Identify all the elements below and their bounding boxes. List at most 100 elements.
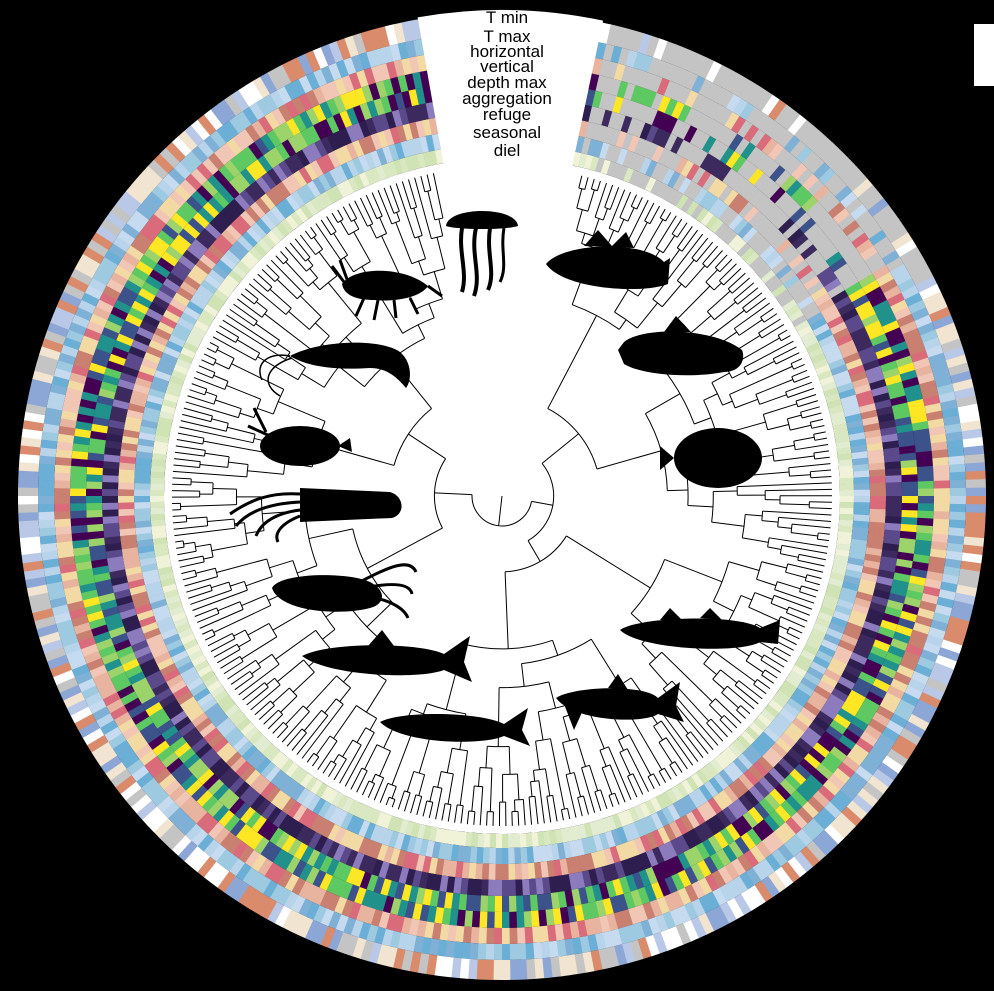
sculpin-icon <box>618 316 744 376</box>
heatmap-cell <box>644 799 657 816</box>
heatmap-cell <box>287 838 302 857</box>
tree-branch <box>785 571 807 579</box>
heatmap-cell <box>879 698 898 714</box>
tree-branch <box>767 546 782 550</box>
tree-branch <box>736 709 746 719</box>
tree-branch <box>379 217 388 234</box>
heatmap-cell <box>138 287 156 303</box>
heatmap-cell <box>323 803 337 821</box>
heatmap-cell <box>664 858 678 877</box>
heatmap-cell <box>134 603 153 615</box>
tree-branch <box>202 629 213 635</box>
heatmap-cell <box>676 194 689 210</box>
heatmap-cell <box>819 375 835 387</box>
heatmap-cell <box>753 194 770 211</box>
tree-branch <box>266 264 280 278</box>
heatmap-cell <box>49 661 72 678</box>
heatmap-cell <box>885 516 902 525</box>
heatmap-cell <box>176 660 195 675</box>
tree-branch <box>587 189 595 212</box>
tree-branch <box>608 795 614 807</box>
heatmap-cell <box>144 400 163 411</box>
heatmap-cell <box>300 128 315 147</box>
heatmap-cell <box>188 217 205 234</box>
tree-branch <box>403 792 411 812</box>
heatmap-cell <box>126 245 145 261</box>
heatmap-cell <box>932 662 954 678</box>
heatmap-cell <box>850 538 868 548</box>
heatmap-cell <box>779 269 797 285</box>
tree-branch <box>713 600 735 612</box>
heatmap-cell <box>752 717 768 732</box>
label-horizontal: horizontal <box>470 42 544 61</box>
tree-branch <box>719 280 724 286</box>
heatmap-cell <box>186 732 204 748</box>
heatmap-cell <box>601 109 613 127</box>
heatmap-cell <box>790 692 808 708</box>
tree-branch <box>669 761 676 766</box>
heatmap-cell <box>851 794 873 814</box>
tree-branch <box>444 803 452 806</box>
heatmap-cell <box>629 30 644 53</box>
heatmap-cell <box>86 509 103 518</box>
heatmap-cell <box>151 458 166 467</box>
heatmap-cell <box>103 529 121 538</box>
heatmap-cell <box>196 811 213 829</box>
tree-branch <box>722 400 733 406</box>
heatmap-cell <box>151 789 170 807</box>
heatmap-cell <box>110 671 129 686</box>
heatmap-cell <box>299 110 314 129</box>
tree-branch <box>581 232 586 244</box>
heatmap-cell <box>228 269 244 284</box>
heatmap-cell <box>208 269 225 285</box>
heatmap-cell <box>761 876 780 898</box>
heatmap-cell <box>176 286 194 301</box>
tree-branch <box>731 370 747 379</box>
heatmap-cell <box>890 638 908 652</box>
tree-branch <box>769 537 829 548</box>
heatmap-cell <box>150 471 165 479</box>
heatmap-cell <box>43 565 61 577</box>
heatmap-cell <box>883 529 901 539</box>
tree-branch <box>719 263 737 282</box>
heatmap-cell <box>656 896 670 915</box>
heatmap-cell <box>932 518 950 528</box>
heatmap-cell <box>897 551 914 562</box>
heatmap-cell <box>893 671 912 686</box>
heatmap-cell <box>645 849 659 868</box>
heatmap-cell <box>366 100 379 118</box>
heatmap-cell <box>207 174 224 192</box>
heatmap-cell <box>385 913 398 931</box>
heatmap-cell <box>621 841 634 860</box>
heatmap-cell <box>162 699 180 714</box>
heatmap-cell <box>260 133 276 152</box>
heatmap-cell <box>280 218 295 234</box>
heatmap-cell <box>218 788 235 806</box>
heatmap-cell <box>916 525 933 535</box>
heatmap-cell <box>138 364 157 377</box>
tree-branch <box>781 544 828 554</box>
heatmap-cell <box>821 340 839 354</box>
heatmap-cell <box>352 937 367 959</box>
heatmap-cell <box>807 281 825 296</box>
heatmap-cell <box>319 83 334 102</box>
heatmap-cell <box>257 819 273 837</box>
heatmap-cell <box>718 185 734 203</box>
heatmap-cell <box>855 300 873 315</box>
heatmap-cell <box>423 921 435 939</box>
tree-branch <box>777 526 792 529</box>
heatmap-cell <box>248 871 265 890</box>
tree-branch <box>773 594 813 610</box>
heatmap-cell <box>171 650 189 664</box>
tree-branch <box>759 394 787 405</box>
heatmap-cell <box>527 862 536 880</box>
heatmap-cell <box>832 422 848 432</box>
tree-branch <box>247 623 270 636</box>
heatmap-cell <box>656 77 671 96</box>
tree-branch <box>211 543 248 552</box>
heatmap-cell <box>501 847 509 865</box>
tree-branch <box>793 375 810 383</box>
heatmap-cell <box>704 873 720 892</box>
heatmap-cell <box>134 377 153 389</box>
tree-branch <box>266 677 276 686</box>
